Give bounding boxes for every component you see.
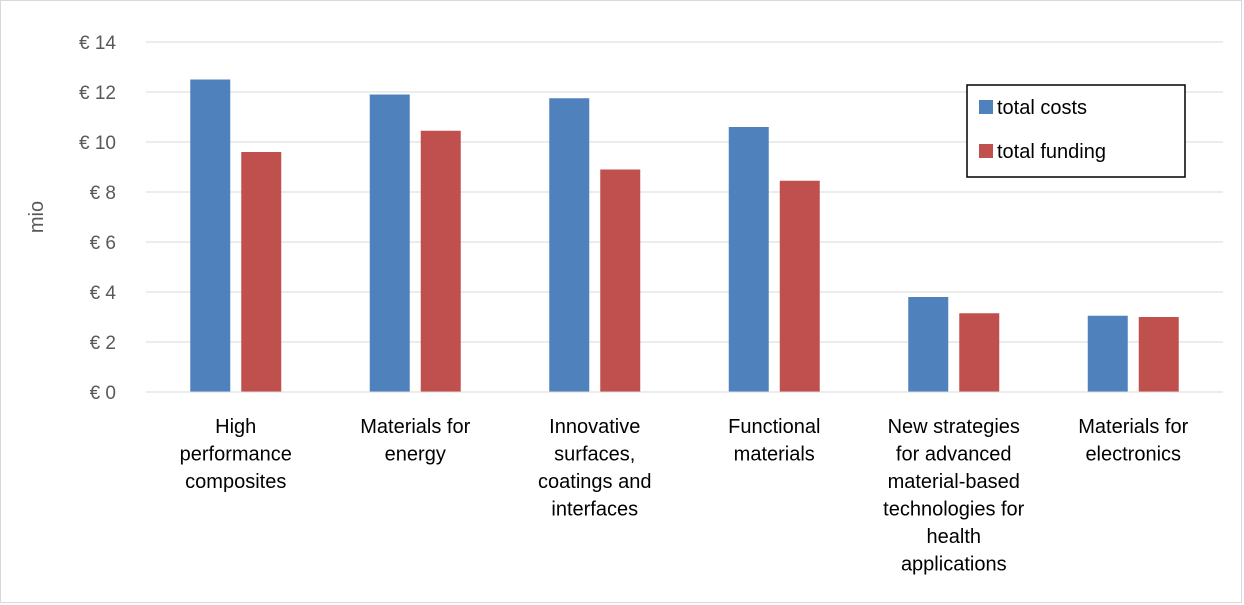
x-category-label: New strategies for advanced material-based… <box>883 416 1025 576</box>
bars <box>190 79 1179 392</box>
legend-entry: total costs <box>997 97 1087 119</box>
legend-swatch <box>979 100 993 114</box>
y-axis-tick-labels: € 0 € 2 € 4 € 6 € 8 € 10 € 12 € 14 <box>79 33 116 404</box>
y-tick-label: € 12 <box>79 83 116 104</box>
bar-total-costs <box>728 127 769 392</box>
y-tick-label: € 0 <box>90 383 116 404</box>
x-category-label: Innovative surfaces, coatings and interface… <box>538 416 651 521</box>
y-tick-label: € 2 <box>90 333 116 354</box>
bar-total-funding <box>1138 317 1179 392</box>
x-category-label: Materials for electronics <box>1078 416 1188 466</box>
y-tick-label: € 8 <box>90 183 116 204</box>
y-tick-label: € 6 <box>90 233 116 254</box>
legend-swatch <box>979 144 993 158</box>
bar-total-costs <box>549 98 590 392</box>
legend-box <box>966 84 1186 178</box>
legend-entry: total funding <box>997 141 1106 163</box>
bar-total-costs <box>908 297 949 392</box>
bar-total-costs <box>190 79 231 392</box>
bar-total-costs <box>1087 315 1128 392</box>
bar-total-funding <box>600 169 641 392</box>
legend: total costs total funding <box>966 84 1186 178</box>
bar-total-funding <box>241 152 282 392</box>
bar-total-funding <box>959 313 1000 392</box>
x-axis-category-labels: High performance composites Materials for en… <box>180 416 1189 576</box>
y-axis-label: mio <box>26 201 48 233</box>
bar-total-funding <box>779 180 820 392</box>
bar-total-costs <box>369 94 410 392</box>
x-category-label: Materials for energy <box>360 416 470 466</box>
bar-total-funding <box>420 130 461 392</box>
x-category-label: High performance composites <box>180 416 292 493</box>
y-tick-label: € 4 <box>90 283 117 304</box>
gridlines <box>146 41 1223 343</box>
y-tick-label: € 10 <box>79 133 116 154</box>
y-tick-label: € 14 <box>79 33 116 54</box>
x-category-label: Functional materials <box>728 416 820 466</box>
